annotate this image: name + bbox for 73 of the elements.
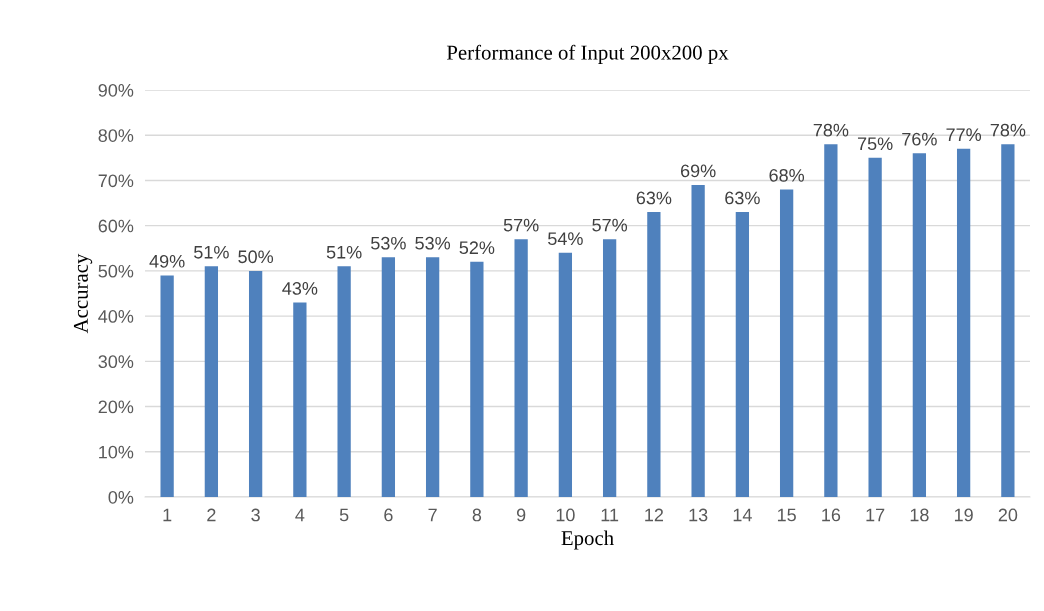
x-tick-label: 1 [163,508,172,522]
bar [956,148,971,497]
data-label: 51% [194,245,229,259]
bar [381,257,396,497]
x-tick-label: 16 [822,508,841,522]
data-label: 78% [813,123,849,137]
y-tick-label: 60% [98,219,134,233]
bar [337,266,351,497]
data-label: 57% [592,218,628,232]
x-tick-label: 10 [556,508,575,522]
x-axis-title: Epoch [561,530,614,550]
data-label: 51% [326,245,362,259]
y-tick-label: 80% [98,129,134,142]
y-tick-label: 10% [99,445,134,459]
x-tick-label: 19 [954,508,973,522]
x-tick-label: 14 [733,508,752,522]
bar [558,252,573,497]
y-tick-label: 90% [98,83,134,97]
data-label: 77% [946,128,982,141]
bar [160,275,174,497]
data-label: 76% [902,132,937,146]
data-label: 50% [238,250,274,264]
data-label: 53% [415,236,451,250]
bar [868,157,882,497]
data-label: 75% [857,137,893,151]
bar [691,184,705,497]
bar [647,212,661,497]
data-label: 69% [680,164,716,178]
data-label: 63% [636,191,672,205]
bar [824,144,838,497]
x-tick-label: 18 [910,508,929,522]
bar [293,302,307,497]
x-tick-label: 17 [866,508,885,522]
x-tick-label: 7 [428,508,437,522]
data-label: 52% [459,241,495,255]
x-tick-label: 2 [207,508,216,522]
y-tick-label: 20% [98,400,134,414]
y-tick-label: 70% [98,174,134,188]
bar [602,239,617,497]
chart-title: Performance of Input 200x200 px [446,44,729,64]
bar [425,257,440,497]
data-label: 43% [282,282,318,295]
x-tick-label: 5 [339,508,349,522]
data-label: 68% [769,168,805,182]
x-tick-label: 11 [601,508,619,522]
x-tick-label: 15 [777,508,796,522]
y-tick-label: 40% [98,310,134,323]
data-label: 63% [725,191,760,205]
x-tick-label: 9 [516,508,526,522]
bar [779,189,794,497]
data-label: 53% [371,236,406,250]
data-label: 57% [503,218,539,232]
bar [248,270,263,497]
bar [470,261,484,497]
x-tick-label: 12 [645,508,664,522]
y-axis-title: Accuracy [73,253,93,334]
x-tick-label: 6 [384,508,393,522]
y-tick-label: 0% [108,490,134,504]
data-label: 78% [990,123,1026,137]
bar [1001,144,1015,497]
bar [912,153,927,497]
x-tick-label: 13 [689,508,708,522]
data-label: 54% [548,232,583,246]
x-tick-label: 20 [998,508,1018,522]
y-tick-label: 50% [98,264,134,278]
x-tick-label: 4 [295,508,305,522]
bar [735,212,750,497]
x-tick-label: 8 [472,508,482,522]
y-tick-label: 30% [98,355,134,369]
bar [204,266,219,497]
bar [514,239,528,497]
data-label: 49% [149,254,185,268]
x-tick-label: 3 [251,508,260,522]
